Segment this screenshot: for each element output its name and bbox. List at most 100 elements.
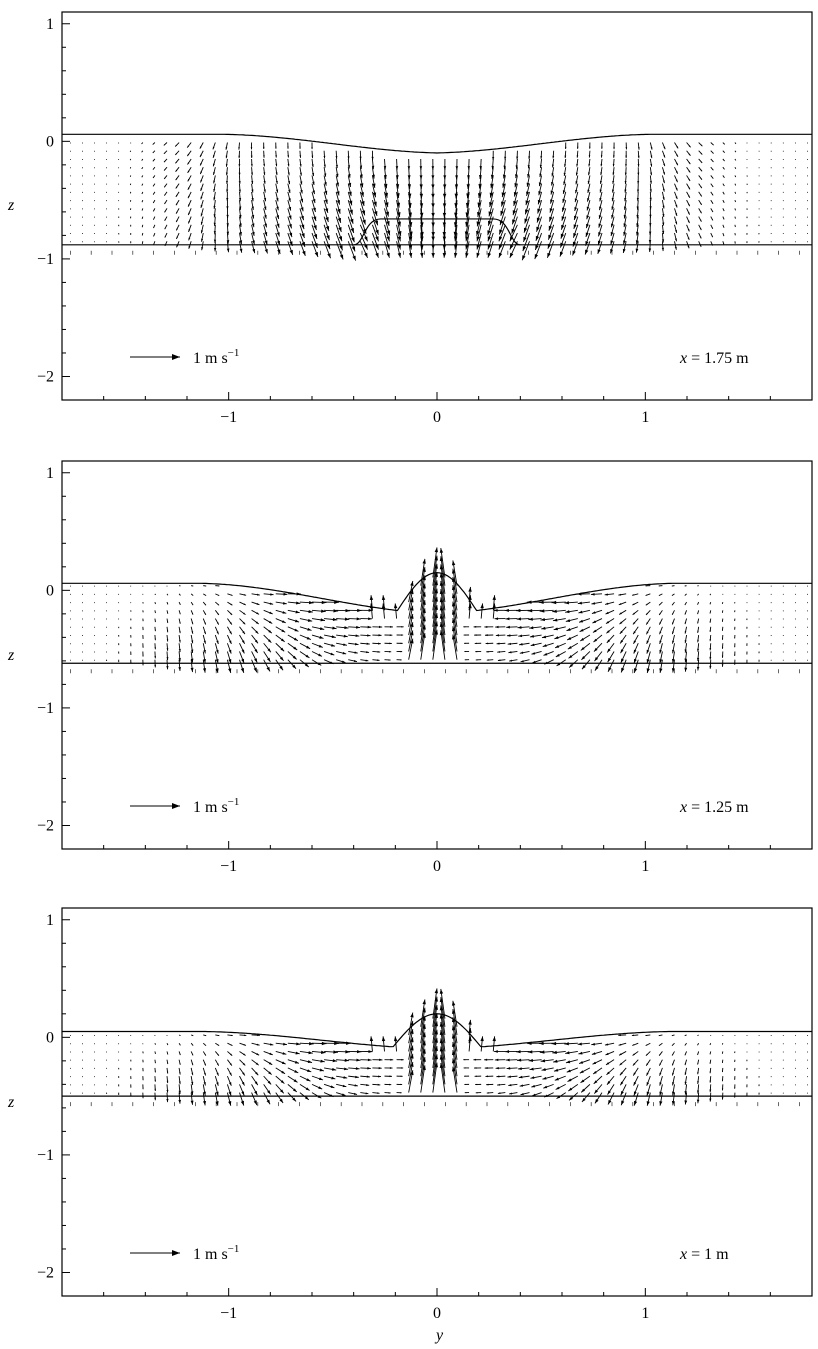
velocity-vector	[591, 1042, 603, 1046]
velocity-vector	[463, 1067, 470, 1069]
velocity-vector	[598, 208, 603, 219]
velocity-vector	[552, 150, 555, 159]
velocity-vector	[299, 1050, 313, 1055]
velocity-vector	[710, 191, 714, 196]
velocity-vector	[188, 224, 192, 233]
velocity-vector	[646, 1067, 651, 1076]
y-tick-label: −1	[37, 251, 54, 268]
velocity-vector	[593, 1084, 603, 1094]
velocity-vector	[369, 595, 374, 611]
velocity-vector	[590, 592, 603, 596]
velocity-vector	[593, 1075, 603, 1085]
velocity-vector	[561, 208, 567, 221]
velocity-vector	[141, 158, 144, 161]
velocity-vector	[130, 1084, 132, 1088]
velocity-vector	[226, 659, 232, 674]
velocity-vector	[311, 191, 316, 204]
velocity-vector	[214, 1084, 219, 1096]
velocity-vector	[686, 150, 691, 156]
velocity-vector	[239, 618, 246, 625]
velocity-vector	[152, 199, 156, 204]
velocity-vector	[486, 650, 494, 653]
velocity-vector	[323, 1092, 334, 1098]
velocity-vector	[141, 191, 144, 195]
velocity-vector	[646, 626, 651, 635]
velocity-vector	[607, 659, 615, 672]
velocity-vector	[239, 1059, 246, 1066]
velocity-vector	[299, 601, 314, 605]
velocity-vector	[141, 166, 144, 170]
velocity-vector	[348, 634, 360, 638]
velocity-vector	[263, 593, 274, 596]
velocity-vector	[493, 608, 506, 612]
reference-arrow: 1 m s−1	[130, 796, 239, 816]
velocity-vector	[299, 651, 310, 659]
velocity-vector	[187, 158, 192, 165]
velocity-vector	[202, 634, 206, 644]
velocity-vector	[175, 199, 180, 206]
velocity-vector	[166, 651, 169, 661]
velocity-vector	[645, 1042, 651, 1047]
velocity-vector	[384, 1058, 394, 1061]
velocity-vector	[408, 589, 414, 611]
velocity-vector	[190, 1059, 194, 1066]
velocity-vector	[721, 601, 724, 604]
velocity-vector	[572, 224, 579, 238]
velocity-vector	[372, 650, 381, 653]
velocity-vector	[384, 650, 392, 653]
velocity-vector	[746, 1076, 748, 1079]
velocity-vector	[226, 1092, 232, 1106]
velocity-vector	[372, 634, 382, 637]
velocity-vector	[371, 224, 379, 242]
velocity-vector	[568, 1092, 579, 1101]
z-axis-label: z	[7, 647, 15, 664]
velocity-vector	[624, 191, 627, 202]
velocity-vector	[200, 175, 204, 183]
velocity-vector	[142, 1067, 144, 1072]
velocity-vector	[492, 1036, 496, 1052]
velocity-vector	[299, 1092, 310, 1101]
velocity-vector	[734, 659, 736, 665]
velocity-vector	[671, 626, 675, 635]
velocity-vector	[299, 150, 302, 158]
velocity-vector	[672, 1076, 675, 1086]
velocity-vector	[698, 208, 702, 214]
velocity-vector	[591, 609, 603, 614]
velocity-vector	[226, 1084, 232, 1096]
velocity-vector	[531, 651, 542, 655]
x-tick-label: 0	[433, 1305, 441, 1322]
velocity-vector	[287, 150, 290, 158]
velocity-vector	[287, 183, 291, 194]
velocity-vector	[239, 601, 247, 606]
velocity-vector	[561, 199, 567, 212]
velocity-vector	[527, 609, 542, 613]
velocity-vector	[476, 241, 482, 258]
velocity-vector	[686, 241, 690, 249]
velocity-vector	[311, 175, 315, 186]
velocity-vector	[746, 651, 748, 655]
velocity-vector	[468, 1019, 472, 1036]
velocity-vector	[556, 659, 567, 667]
velocity-vector	[611, 191, 615, 202]
velocity-vector	[199, 158, 204, 166]
velocity-vector	[671, 593, 675, 597]
velocity-vector	[396, 625, 404, 628]
velocity-vector	[509, 232, 518, 250]
z-axis-label: z	[7, 197, 15, 214]
velocity-vector	[166, 1067, 169, 1074]
y-tick-label: 1	[46, 465, 54, 482]
velocity-vector	[709, 618, 712, 623]
velocity-vector	[632, 1042, 639, 1046]
velocity-vector	[384, 208, 390, 227]
velocity-vector	[659, 1092, 663, 1106]
velocity-vector	[542, 1075, 554, 1080]
velocity-vector	[661, 183, 665, 192]
velocity-vector	[335, 232, 343, 251]
velocity-vector	[722, 216, 725, 220]
velocity-vector	[487, 241, 494, 258]
free-surface-line	[62, 133, 812, 154]
velocity-vector	[709, 593, 712, 596]
velocity-vector	[154, 1067, 156, 1073]
velocity-vector	[190, 651, 194, 663]
velocity-vector	[299, 1083, 310, 1091]
